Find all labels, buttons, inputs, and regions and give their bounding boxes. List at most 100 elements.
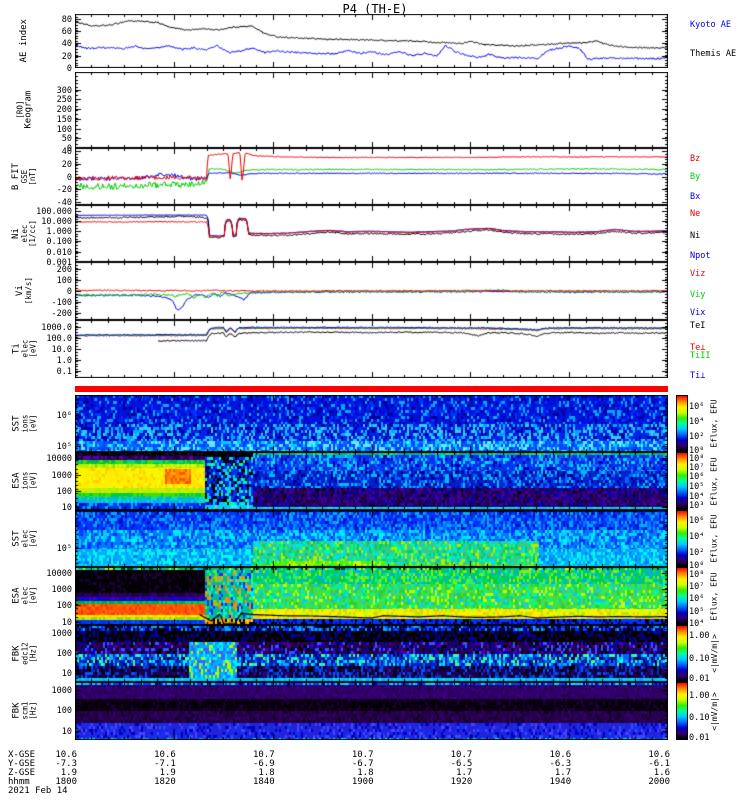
panel-fbk_edc	[75, 625, 668, 682]
ytick-label: 10⁶	[56, 410, 72, 421]
colorbar-tick: 10⁴	[689, 417, 705, 428]
bottom-value: 1940	[549, 777, 572, 787]
ytick-label: 1.000	[46, 227, 72, 238]
legend-Bx: Bx	[690, 191, 701, 202]
colorbar-esa_ions	[676, 452, 688, 510]
panel-canvas-keogram	[75, 72, 668, 148]
colorbar-tick: 10²	[689, 548, 705, 559]
panel-canvas-sst_ions	[75, 395, 668, 452]
panel-canvas-fbk_edc	[75, 625, 668, 682]
ytick-label: 100	[56, 648, 72, 659]
ytick-label: 20	[61, 159, 72, 170]
panel-canvas-ae	[75, 14, 668, 68]
colorbar-tick: 10⁸	[689, 453, 705, 464]
panel-vi	[75, 262, 668, 320]
ytick-label: 0	[66, 144, 72, 154]
colorbar-unit-text: Eflux, EFU	[709, 399, 719, 448]
bottom-value: -7.1	[154, 759, 176, 769]
colorbar-tick: 10⁶	[689, 594, 705, 605]
ytick-label: 40	[61, 147, 72, 158]
ytick-label: 10⁵	[56, 544, 72, 555]
colorbar-tick: 10⁵	[689, 481, 705, 492]
bottom-value: 10.6	[549, 750, 572, 760]
colorbar-fbk_edc	[676, 625, 688, 682]
legend-ThemisAE: Themis AE	[690, 48, 737, 59]
bottom-value: 1.7	[554, 768, 572, 778]
colorbar-tick: 10⁷	[689, 582, 705, 593]
bottom-value: 1.9	[159, 768, 176, 778]
colorbar-unit-text: <|mV/m|>	[709, 634, 719, 673]
bottom-value: -6.5	[450, 759, 473, 769]
ytick-label: 0	[66, 287, 72, 297]
panel-fbk_scm	[75, 682, 668, 740]
legend-Ti: Ti⊥	[690, 370, 706, 381]
legend-Viz: Viz	[690, 269, 706, 280]
ytick-label: 60	[61, 27, 72, 38]
ytick-label: 300	[56, 85, 72, 96]
bottom-date: 2021 Feb 14	[8, 786, 68, 796]
panel-canvas-vi	[75, 262, 668, 320]
bottom-value: 1.8	[357, 768, 374, 778]
colorbar-tick: 1.00	[689, 690, 710, 701]
colorbar-unit-text: Eflux, EFU	[709, 456, 719, 506]
ytick-label: 10.000	[41, 216, 72, 227]
ytick-label: 50	[61, 134, 72, 145]
plot-title: P4 (TH-E)	[342, 2, 408, 16]
bottom-value: -7.3	[55, 759, 77, 769]
colorbar-tick: 10²	[689, 432, 705, 443]
colorbar-tick: 0.10	[689, 654, 710, 665]
ytick-label: 200	[56, 105, 72, 116]
bottom-value: 1800	[55, 777, 77, 787]
ytick-label: -200	[51, 308, 72, 319]
bottom-value: -6.9	[252, 759, 275, 769]
colorbar-sst_ions	[676, 395, 688, 452]
panel-canvas-ti	[75, 320, 668, 378]
colorbar-tick: 0.01	[689, 674, 710, 684]
bottom-value: 2000	[648, 777, 670, 787]
bottom-value: 1820	[154, 777, 176, 787]
panel-canvas-stripe	[75, 386, 668, 392]
ytick-label: 100	[56, 486, 72, 497]
bottom-value: 1.6	[653, 768, 670, 778]
panel-sst_ions	[75, 395, 668, 452]
colorbar-tick: 10⁴	[689, 531, 705, 542]
bottom-value: 1.9	[60, 768, 77, 778]
colorbar-unit-fbk_scm: <|mV/m|>	[708, 682, 720, 740]
panel-canvas-esa_elec	[75, 567, 668, 625]
legend-Vix: Vix	[690, 308, 706, 319]
ytick-label: 10	[61, 726, 72, 737]
colorbar-tick: 1.00	[689, 630, 710, 641]
ytick-label: 10.0	[51, 345, 72, 356]
legend-TeI: TeI	[690, 320, 706, 331]
colorbar-tick: 10⁰	[689, 446, 705, 457]
colorbar-unit-esa_elec: Eflux, EFU	[708, 567, 720, 625]
bottom-row-label-X-GSE: X-GSE	[8, 750, 36, 760]
bottom-value: 1.7	[456, 768, 473, 778]
ytick-label: 0	[66, 172, 72, 183]
ytick-label: 200	[56, 265, 72, 276]
bottom-row-label-Z-GSE: Z-GSE	[8, 768, 36, 778]
colorbar-tick: 0.01	[689, 733, 710, 744]
ytick-label: 1.0	[56, 356, 72, 367]
ytick-label: 100	[56, 601, 72, 612]
bottom-value: -6.1	[648, 759, 670, 769]
ytick-label: -20	[56, 185, 72, 196]
colorbar-tick: 10⁷	[689, 463, 705, 474]
colorbar-unit-sst_ions: Eflux, EFU	[708, 395, 720, 452]
ytick-label: 10	[61, 503, 72, 514]
panel-ae	[75, 14, 668, 68]
panel-esa_elec	[75, 567, 668, 625]
colorbar-tick: 10⁴	[689, 491, 705, 502]
ytick-label: 1000	[51, 470, 72, 481]
panel-keogram	[75, 72, 668, 148]
ytick-label: 10⁵	[56, 442, 72, 453]
legend-Npot: Npot	[690, 251, 711, 262]
colorbar-fbk_scm	[676, 682, 688, 740]
bottom-value: 10.6	[55, 750, 77, 760]
ytick-label: 1000.0	[41, 322, 72, 333]
ytick-label: 10	[61, 618, 72, 629]
bottom-value: -6.3	[549, 759, 572, 769]
ytick-label: 0.010	[46, 247, 72, 258]
panel-canvas-fbk_scm	[75, 682, 668, 740]
colorbar-unit-fbk_edc: <|mV/m|>	[708, 625, 720, 682]
